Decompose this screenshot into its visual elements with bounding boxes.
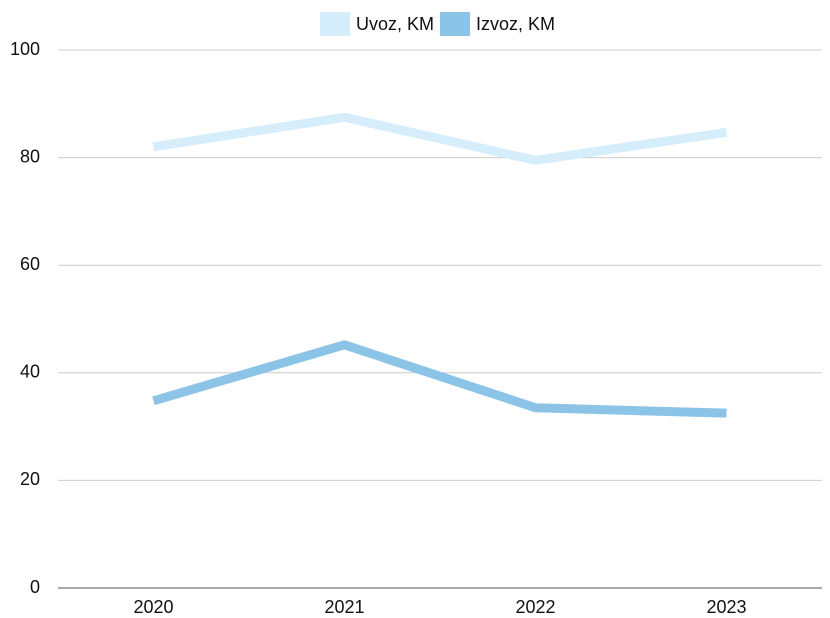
x-tick-label: 2023 [706,597,746,617]
legend-label: Izvoz, KM [476,14,555,34]
legend-swatch [440,12,470,36]
legend-label: Uvoz, KM [356,14,434,34]
y-tick-label: 80 [20,146,40,166]
x-tick-label: 2021 [324,597,364,617]
y-tick-label: 40 [20,362,40,382]
y-tick-label: 60 [20,254,40,274]
line-series [152,340,727,418]
y-tick-label: 20 [20,469,40,489]
x-tick-label: 2022 [515,597,555,617]
line-series [152,112,728,165]
x-tick-label: 2020 [133,597,173,617]
y-tick-label: 100 [10,39,40,59]
y-tick-label: 0 [30,577,40,597]
legend-swatch [320,12,350,36]
